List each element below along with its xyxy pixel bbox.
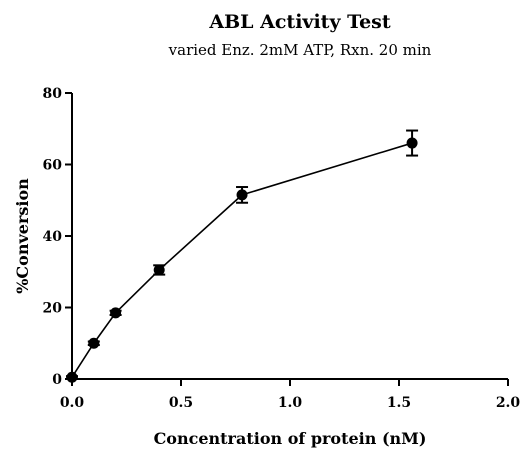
x-axis-label: Concentration of protein (nM) [154,429,427,448]
data-point [236,189,248,201]
y-tick-label: 80 [43,86,63,102]
y-tick-label: 0 [52,372,62,388]
x-tick-label: 2.0 [496,395,521,411]
y-tick-label: 20 [43,301,63,317]
data-point [110,307,122,319]
y-tick-label: 60 [43,158,63,174]
series-line [71,142,413,378]
data-point [153,264,165,276]
data-point [406,137,418,149]
plot-area: 0 20 40 60 80 0.0 0.5 1.0 1.5 2.0 [43,86,521,411]
x-tick-label: 0.5 [169,395,193,411]
x-tick-label: 1.5 [387,395,411,411]
data-point [66,371,78,383]
x-tick-label: 1.0 [278,395,303,411]
y-tick-label: 40 [43,229,63,245]
data-point [88,337,100,349]
chart-title: ABL Activity Test [208,11,391,33]
chart-subtitle: varied Enz. 2mM ATP, Rxn. 20 min [168,41,432,59]
y-axis-label: %Conversion [13,178,32,294]
x-tick-label: 0.0 [60,395,85,411]
